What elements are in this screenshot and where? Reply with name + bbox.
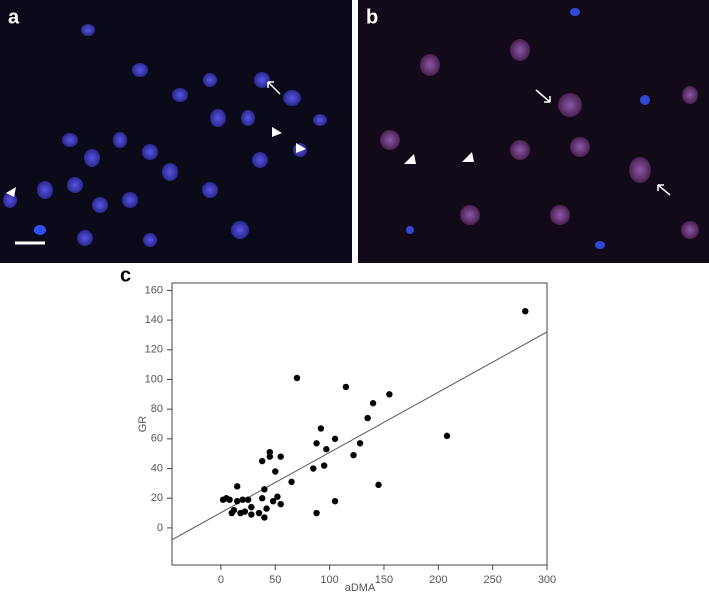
point: [342, 383, 350, 391]
x-tick-label: 300: [538, 574, 556, 586]
y-tick-label: 100: [145, 373, 163, 385]
point: [259, 495, 266, 502]
x-tick-label: 50: [269, 574, 281, 586]
point: [313, 440, 320, 447]
point: [331, 435, 339, 443]
point: [255, 509, 263, 517]
point: [331, 497, 339, 505]
y-tick-label: 120: [145, 344, 163, 356]
point: [234, 497, 241, 505]
point: [313, 509, 320, 517]
point: [288, 478, 295, 486]
fit-line: [171, 331, 548, 541]
x-tick-label: 0: [218, 574, 224, 586]
panel-label: a: [8, 6, 20, 28]
x-tick-label: 100: [320, 574, 338, 586]
point: [272, 468, 279, 475]
panel-label: c: [120, 264, 131, 286]
point: [261, 486, 268, 493]
micrograph-a: a: [0, 0, 352, 263]
y-tick-label: 20: [151, 492, 163, 504]
point: [269, 497, 277, 505]
y-axis-label: GR: [137, 416, 149, 433]
point: [356, 440, 364, 447]
point: [317, 425, 325, 432]
point: [386, 391, 393, 398]
point: [293, 374, 301, 382]
y-tick-label: 160: [145, 284, 163, 296]
point: [369, 400, 377, 407]
y-tick-label: 60: [151, 433, 163, 445]
point: [277, 500, 284, 508]
point: [350, 451, 357, 459]
point: [323, 446, 330, 453]
y-tick-label: 0: [157, 522, 163, 534]
point: [310, 465, 317, 472]
point: [244, 496, 252, 503]
point: [522, 308, 529, 315]
x-tick-label: 150: [375, 574, 393, 586]
point: [239, 496, 246, 503]
x-axis-label: aDMA: [345, 582, 376, 594]
point: [263, 505, 270, 512]
point: [320, 462, 328, 469]
point: [248, 511, 255, 518]
point: [219, 496, 227, 503]
x-tick-label: 200: [429, 574, 447, 586]
point: [266, 449, 274, 456]
point: [241, 508, 249, 515]
x-tick-label: 250: [483, 574, 501, 586]
y-tick-label: 80: [151, 403, 163, 415]
y-tick-label: 140: [145, 314, 163, 326]
point: [364, 414, 371, 422]
point: [274, 493, 281, 500]
micrograph-b: b: [358, 0, 709, 263]
plot-frame: [171, 282, 548, 566]
point: [443, 432, 451, 440]
point: [248, 503, 255, 511]
point: [261, 514, 268, 521]
point: [375, 481, 382, 489]
y-tick-label: 40: [151, 462, 163, 474]
panel-label: b: [366, 6, 378, 28]
point: [259, 457, 266, 465]
point: [234, 483, 241, 490]
point: [228, 509, 235, 517]
point: [266, 453, 274, 460]
point: [277, 453, 284, 460]
